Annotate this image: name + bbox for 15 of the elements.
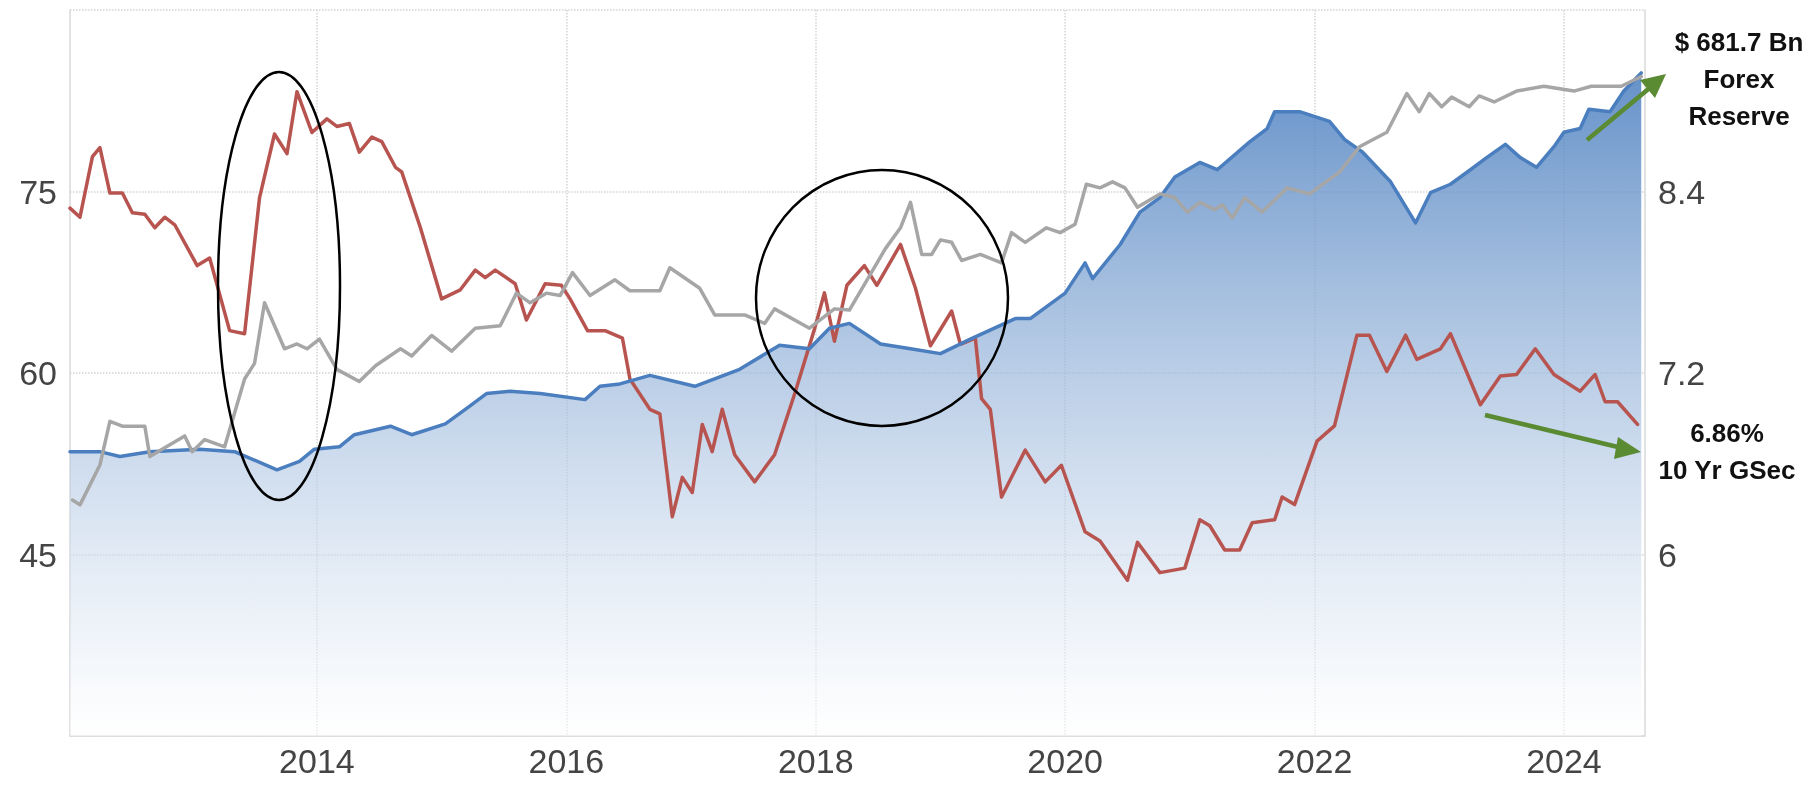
x-tick-label: 2020 xyxy=(1027,742,1103,780)
y2-tick-label: 8.4 xyxy=(1658,172,1706,211)
x-tick-label: 2016 xyxy=(528,742,605,780)
text: $ 681.7 Bn Forex Reserve xyxy=(1673,26,1805,133)
x-tick-label: 2024 xyxy=(1526,742,1602,780)
y2-tick-label: 6 xyxy=(1658,535,1677,574)
y-tick-label: 45 xyxy=(19,535,57,574)
y-tick-label: 75 xyxy=(19,172,57,211)
line-series xyxy=(68,89,1640,582)
x-tick-label: 2022 xyxy=(1276,742,1353,780)
y2-tick-label: 7.2 xyxy=(1658,354,1706,392)
x-tick-label: 2014 xyxy=(279,742,355,780)
x-tick-label: 2018 xyxy=(777,742,854,780)
text: 6.86% 10 Yr GSec xyxy=(1657,417,1797,487)
y-tick-label: 60 xyxy=(19,354,57,392)
